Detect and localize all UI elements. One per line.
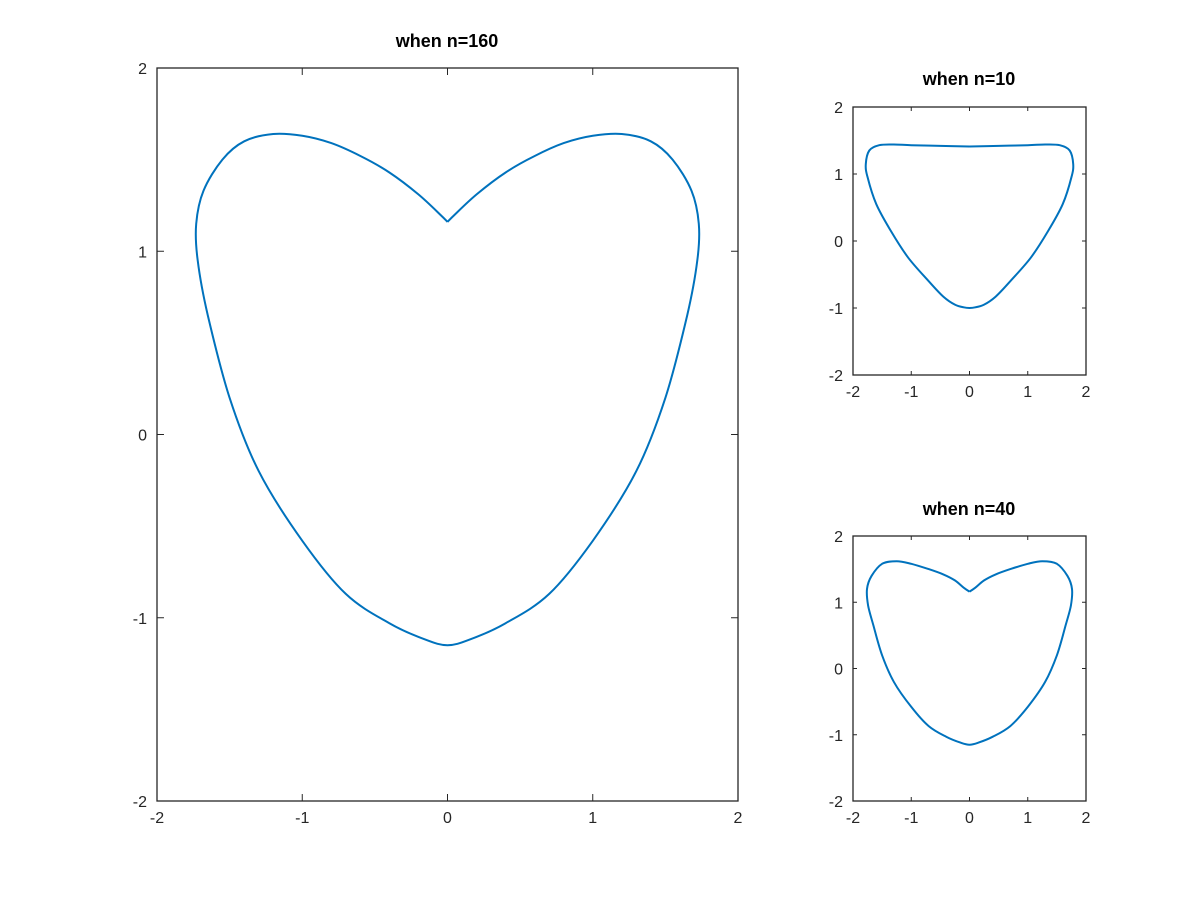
subplot-title: when n=40	[922, 499, 1016, 519]
y-tick-label: 2	[138, 61, 147, 78]
x-tick-label: 1	[1023, 384, 1032, 401]
curve-layer	[864, 143, 1075, 309]
x-tick-label: -2	[846, 810, 860, 827]
y-tick-label: 1	[138, 244, 147, 261]
y-tick-label: -2	[133, 794, 147, 811]
x-tick-label: -2	[846, 384, 860, 401]
y-tick-label: -1	[829, 301, 843, 318]
x-tick-label: -2	[150, 810, 164, 827]
y-tick-label: -2	[829, 794, 843, 811]
subplot-title: when n=10	[922, 69, 1016, 89]
tick-layer: -2 -1 0 1 2 -2 -1 0 1 2	[829, 100, 1091, 401]
subplot-n40: when n=40 -2 -1 0 1 2 -2 -1 0 1 2	[829, 499, 1091, 827]
y-tick-label: 0	[834, 662, 843, 679]
x-tick-label: 0	[965, 810, 974, 827]
y-tick-label: -1	[829, 728, 843, 745]
y-tick-label: 0	[138, 428, 147, 445]
subplot-n10: when n=10 -2 -1 0 1 2 -2 -1 0 1 2	[829, 69, 1091, 401]
y-tick-label: 1	[834, 167, 843, 184]
x-tick-label: 2	[734, 810, 743, 827]
subplot-title: when n=160	[395, 31, 499, 51]
tick-layer: -2 -1 0 1 2 -2 -1 0 1 2	[829, 529, 1091, 827]
x-tick-label: -1	[904, 810, 918, 827]
x-tick-label: 1	[588, 810, 597, 827]
y-tick-label: -2	[829, 368, 843, 385]
x-tick-label: 1	[1023, 810, 1032, 827]
curve-layer	[194, 132, 701, 647]
series-line-0	[864, 143, 1075, 309]
y-tick-label: 0	[834, 234, 843, 251]
x-tick-label: -1	[904, 384, 918, 401]
axes-box	[852, 106, 1087, 376]
tick-layer: -2 -1 0 1 2 -2 -1 0 1 2	[133, 61, 743, 827]
y-tick-label: 1	[834, 595, 843, 612]
series-line-0	[865, 560, 1074, 746]
y-tick-label: 2	[834, 529, 843, 546]
x-tick-label: 2	[1082, 384, 1091, 401]
x-tick-label: 0	[443, 810, 452, 827]
curve-layer	[865, 560, 1074, 746]
y-tick-label: -1	[133, 611, 147, 628]
x-tick-label: 2	[1082, 810, 1091, 827]
x-tick-label: 0	[965, 384, 974, 401]
x-tick-label: -1	[295, 810, 309, 827]
y-tick-label: 2	[834, 100, 843, 117]
series-line-0	[194, 132, 701, 647]
axes-box	[852, 535, 1087, 802]
axes-box	[156, 67, 739, 802]
subplot-n160: when n=160 -2 -1 0 1 2 -2 -1 0 1 2	[133, 31, 743, 827]
